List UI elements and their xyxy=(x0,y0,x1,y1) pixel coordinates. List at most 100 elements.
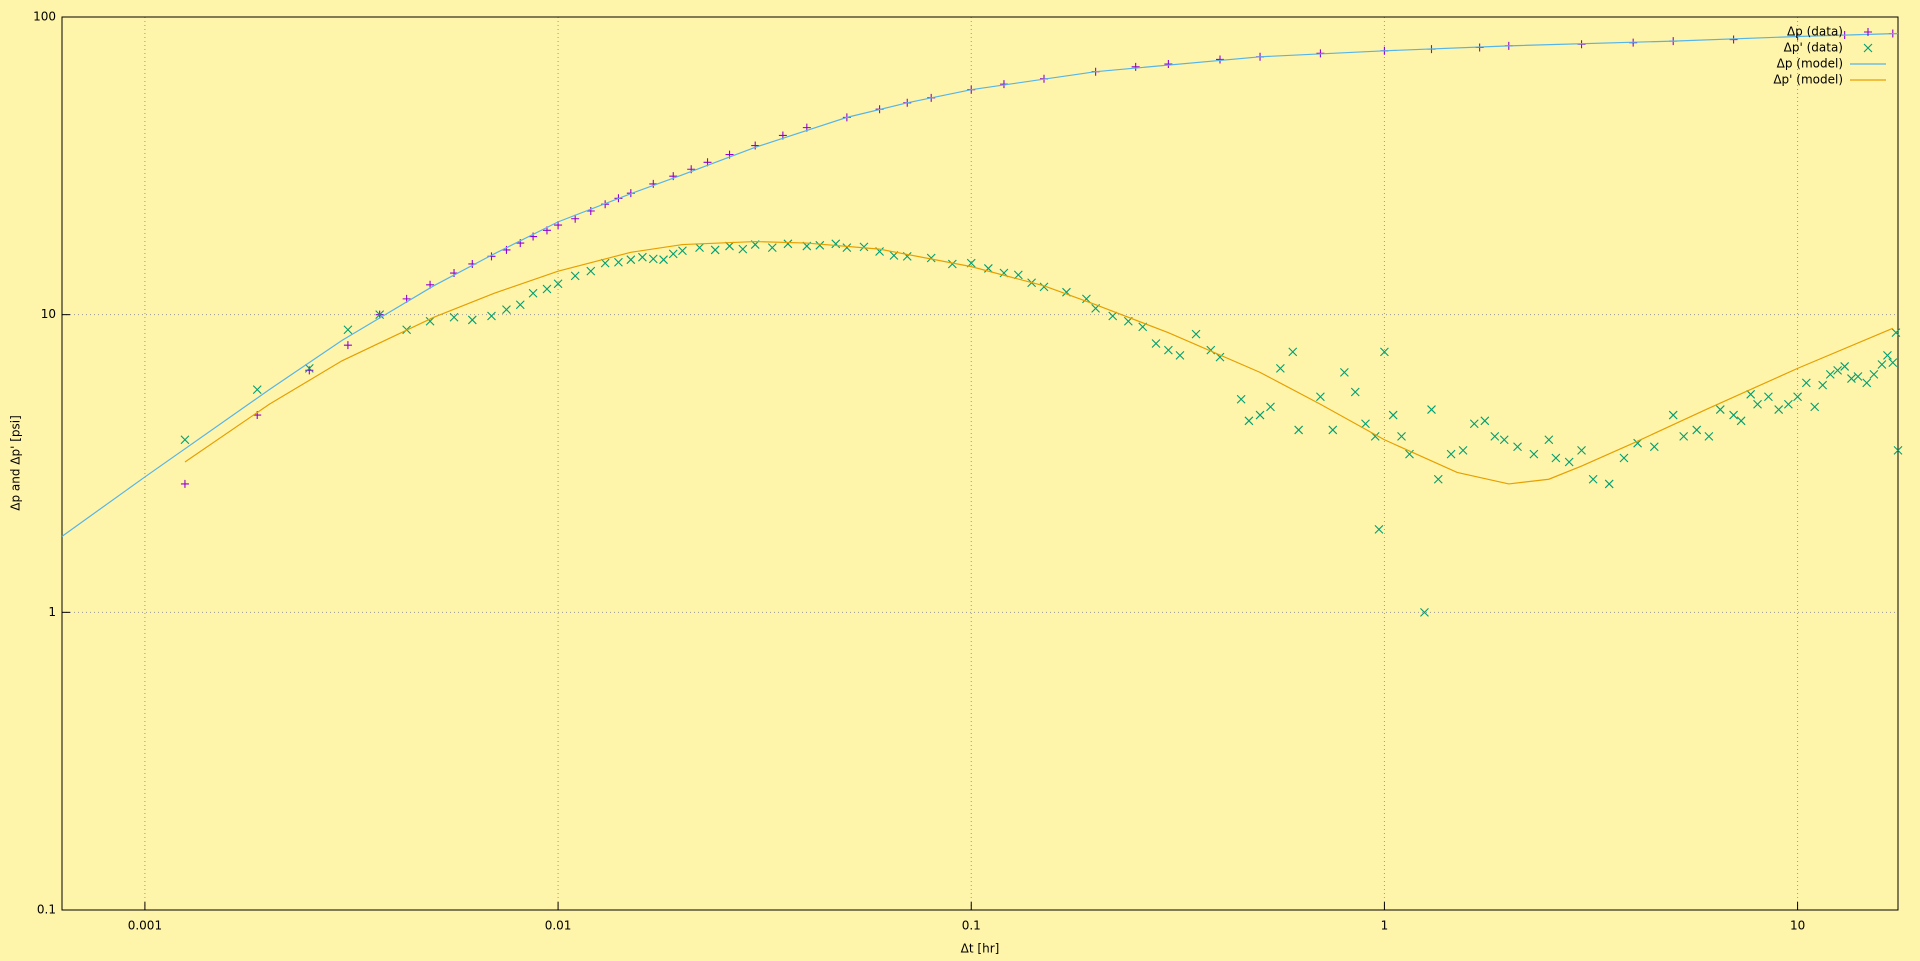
data-point xyxy=(586,206,595,215)
data-point xyxy=(1175,350,1185,360)
data-point xyxy=(1316,392,1325,402)
legend-label: Δp (data) xyxy=(1787,25,1843,39)
data-point xyxy=(1275,363,1285,373)
data-point xyxy=(502,305,511,314)
data-point xyxy=(1704,432,1714,441)
y-tick-label: 100 xyxy=(33,10,56,24)
x-tick-label: 1 xyxy=(1381,919,1389,933)
data-point xyxy=(180,479,189,488)
model-line xyxy=(184,240,1894,485)
data-point xyxy=(1619,453,1629,463)
data-point xyxy=(1564,457,1574,467)
x-tick-label: 0.1 xyxy=(962,919,981,933)
data-point xyxy=(1255,410,1265,420)
data-point xyxy=(1480,416,1490,426)
data-point xyxy=(1715,405,1725,414)
data-point xyxy=(1244,416,1254,426)
data-point xyxy=(1380,347,1389,357)
data-point xyxy=(1893,445,1903,455)
data-point xyxy=(252,385,262,395)
data-point xyxy=(1793,392,1802,402)
data-point xyxy=(638,252,647,262)
data-point xyxy=(1774,405,1784,414)
data-point xyxy=(375,310,385,320)
data-point xyxy=(1877,360,1887,369)
y-tick-label: 0.1 xyxy=(37,903,56,917)
data-point xyxy=(1529,449,1539,459)
data-point xyxy=(1420,607,1429,617)
data-point xyxy=(1513,442,1522,452)
data-point xyxy=(1888,358,1898,368)
data-point xyxy=(1397,432,1406,441)
data-point xyxy=(1883,350,1892,360)
data-point xyxy=(1433,474,1443,484)
data-point xyxy=(1082,294,1091,304)
data-point xyxy=(767,243,777,252)
data-point xyxy=(1131,62,1140,71)
data-point xyxy=(1840,362,1850,371)
data-point xyxy=(528,288,538,298)
data-point xyxy=(570,271,580,281)
data-point xyxy=(751,141,760,150)
data-point xyxy=(1446,449,1456,459)
data-point xyxy=(1039,282,1049,292)
data-point xyxy=(1490,432,1500,441)
data-point xyxy=(1266,402,1275,412)
data-point xyxy=(1361,419,1370,429)
data-point xyxy=(668,249,678,259)
data-point xyxy=(1499,435,1509,445)
data-point xyxy=(1668,410,1678,420)
x-tick-label: 0.01 xyxy=(545,919,572,933)
legend-swatch xyxy=(1863,43,1873,53)
data-point xyxy=(1191,329,1201,339)
y-axis-label: Δp and Δp' [psi] xyxy=(9,415,23,511)
data-point xyxy=(1801,378,1811,388)
legend-label: Δp' (model) xyxy=(1773,73,1843,87)
data-point xyxy=(1679,432,1689,441)
data-point xyxy=(1746,389,1756,399)
x-tick-label: 10 xyxy=(1790,919,1805,933)
plot-frame xyxy=(61,16,1899,911)
legend-label: Δp' (data) xyxy=(1784,41,1843,55)
data-point xyxy=(1427,405,1436,414)
data-point xyxy=(449,312,459,322)
data-point xyxy=(926,253,936,263)
data-point xyxy=(1783,399,1793,409)
data-point xyxy=(467,315,477,325)
x-axis-label: Δt [hr] xyxy=(961,942,1000,956)
data-point xyxy=(1604,479,1614,489)
data-point xyxy=(553,279,563,289)
data-point xyxy=(626,255,636,265)
data-point xyxy=(1544,435,1554,445)
data-point xyxy=(600,258,610,268)
data-point xyxy=(815,240,825,250)
y-tick-label: 10 xyxy=(41,307,56,321)
data-point xyxy=(725,241,734,251)
data-point xyxy=(180,435,190,445)
data-point xyxy=(831,239,841,249)
data-point xyxy=(1649,442,1659,452)
data-point xyxy=(983,264,993,273)
data-point xyxy=(1764,392,1773,402)
data-point xyxy=(1818,380,1828,390)
data-point xyxy=(515,300,525,310)
y-tick-label: 1 xyxy=(48,605,56,619)
data-point xyxy=(1753,399,1762,409)
data-point xyxy=(304,363,314,373)
data-point xyxy=(487,311,496,321)
data-point xyxy=(1853,372,1863,381)
data-point xyxy=(1164,60,1173,69)
data-point xyxy=(1692,425,1702,435)
data-point xyxy=(571,214,580,223)
data-point xyxy=(648,254,658,264)
data-point xyxy=(1163,345,1173,355)
data-point xyxy=(1388,410,1398,420)
data-point xyxy=(614,257,623,267)
data-point xyxy=(842,243,852,252)
data-point xyxy=(1577,445,1586,455)
data-point xyxy=(710,245,720,255)
data-point xyxy=(343,341,352,350)
